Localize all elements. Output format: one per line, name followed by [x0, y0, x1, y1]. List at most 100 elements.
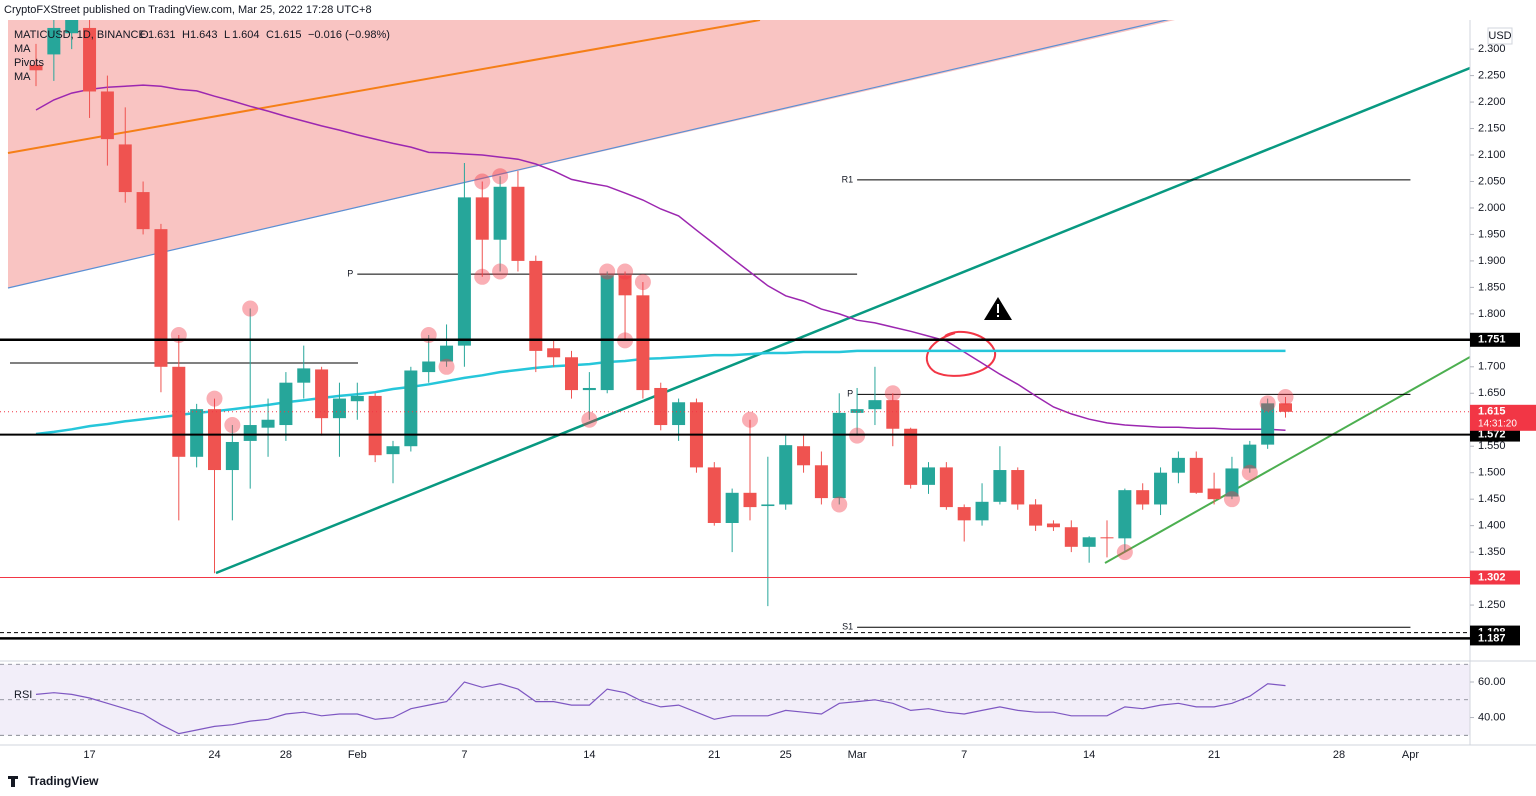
marker — [742, 411, 758, 428]
symbol: MATICUSD, 1D, BINANCE — [14, 29, 146, 41]
ohlc-letter: C — [266, 29, 274, 41]
rsi-pane — [0, 663, 1470, 736]
level-tag — [1470, 631, 1520, 646]
candle-body — [600, 275, 614, 391]
candle-body — [618, 275, 632, 296]
marker — [474, 268, 491, 285]
candle-body — [118, 144, 132, 193]
candle-body — [29, 65, 43, 71]
marker — [1223, 491, 1240, 508]
ohlc-value: 1.643 — [190, 29, 218, 41]
level-tag-label: 1.302 — [1478, 571, 1506, 583]
candle-body — [279, 382, 293, 426]
publisher: CryptoFXStreet published on TradingView.… — [4, 4, 372, 16]
level-tag — [1470, 570, 1520, 585]
marker — [599, 263, 616, 280]
candle-body — [993, 470, 1007, 502]
level-tag — [1470, 427, 1520, 442]
candle-body — [457, 197, 471, 346]
candle-body — [957, 507, 971, 521]
y-tick-label: 2.000 — [1478, 202, 1506, 214]
x-tick-label: Apr — [1402, 749, 1419, 761]
y-tick-label: 2.300 — [1478, 43, 1506, 55]
brand-logo — [8, 776, 18, 787]
y-tick-label: 1.800 — [1478, 308, 1506, 320]
warning-mark — [997, 304, 999, 313]
candle-body — [939, 467, 953, 508]
y-tick-label: 1.500 — [1478, 467, 1506, 479]
candle-body — [636, 295, 650, 391]
marker — [849, 427, 866, 444]
rsi-tick-label: 60.00 — [1478, 676, 1506, 688]
y-tick-label: 1.400 — [1478, 520, 1506, 532]
x-tick-label: 7 — [961, 749, 967, 761]
last-price-tag — [1470, 404, 1536, 431]
channel-line — [7, 20, 1170, 289]
marker — [438, 358, 455, 375]
candle-body — [814, 465, 828, 499]
currency: USD — [1488, 30, 1511, 42]
candle-body — [208, 409, 221, 471]
last-price-label: 1.615 — [1478, 406, 1506, 418]
moving-average — [35, 349, 1286, 436]
marker — [224, 417, 241, 434]
candle-body — [350, 395, 364, 402]
candle-body — [975, 501, 989, 521]
plot: P R1 P S1 — [0, 20, 1470, 632]
rsi-tick-label: 40.00 — [1478, 711, 1506, 723]
pivot-label: P — [347, 269, 353, 279]
candle-body — [565, 357, 578, 391]
candle-body — [1207, 488, 1221, 500]
candle-body — [1118, 490, 1132, 539]
teal-trendline — [215, 66, 1470, 575]
candle-body — [850, 409, 864, 413]
x-tick-label: Feb — [348, 749, 367, 761]
candle-body — [100, 91, 114, 140]
candle-body — [654, 387, 668, 426]
moving-average — [35, 84, 1286, 432]
candle-body — [547, 348, 561, 358]
marker — [581, 411, 598, 428]
x-tick-label: Mar — [848, 749, 867, 761]
y-tick-label: 2.150 — [1478, 122, 1506, 134]
candle-body — [707, 467, 721, 523]
marker — [1241, 464, 1258, 481]
marker — [617, 263, 634, 280]
marker — [242, 300, 259, 317]
drawings — [7, 20, 1470, 575]
ohlc-letter: O — [140, 29, 149, 41]
candle-body — [1243, 444, 1257, 469]
candle-body — [1029, 504, 1043, 526]
ohlc-value: 1.604 — [232, 29, 260, 41]
ohlc-letter: H — [182, 29, 190, 41]
x-tick-label: 25 — [780, 749, 792, 761]
orange-trendline — [7, 20, 761, 154]
legend-entry: MA — [14, 43, 31, 55]
ohlc-value: 1.615 — [274, 29, 302, 41]
candle-body — [1100, 537, 1114, 539]
warning-dot — [997, 315, 999, 317]
marker — [492, 168, 509, 185]
x-tick-label: 7 — [461, 749, 467, 761]
axes: USD CryptoFXStreet published on TradingV… — [0, 4, 1536, 788]
candle-body — [832, 412, 846, 499]
pivot-label: P — [847, 389, 853, 399]
y-tick-label: 1.550 — [1478, 440, 1506, 452]
y-tick-label: 1.250 — [1478, 599, 1506, 611]
candle-body — [315, 369, 329, 419]
candle-body — [868, 400, 882, 410]
y-tick-label: 2.050 — [1478, 175, 1506, 187]
level-tag — [1470, 332, 1520, 347]
candle-body — [225, 441, 239, 471]
candle-body — [368, 395, 382, 456]
countdown: 14:31:20 — [1478, 418, 1517, 429]
x-tick-label: 17 — [83, 749, 95, 761]
marker — [1277, 388, 1294, 405]
marker — [634, 274, 651, 291]
x-tick-label: 21 — [1208, 749, 1220, 761]
marker — [1116, 544, 1133, 561]
candle-body — [1225, 468, 1239, 497]
candle-body — [529, 260, 543, 351]
candle-body — [1279, 403, 1292, 412]
